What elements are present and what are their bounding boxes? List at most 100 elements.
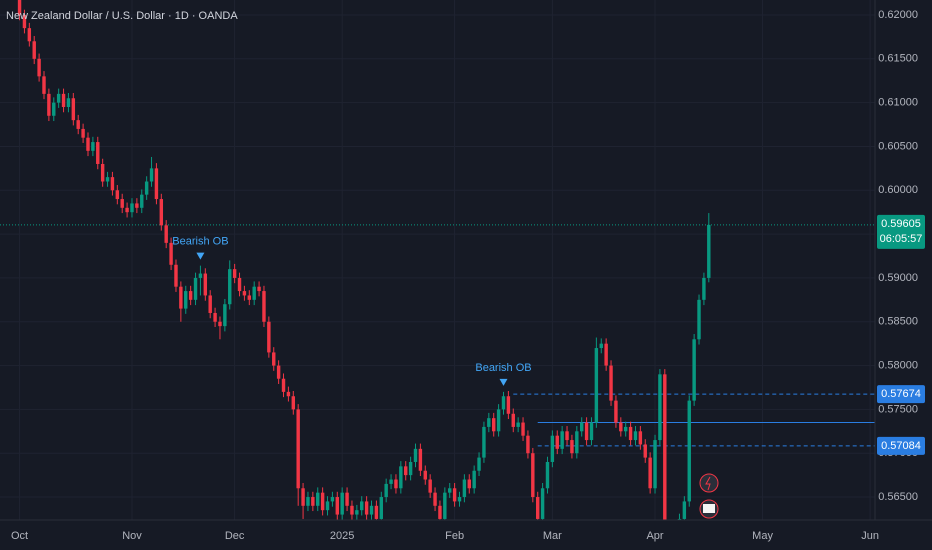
candle-body xyxy=(47,93,51,116)
candle-body xyxy=(252,286,256,300)
candle-body xyxy=(467,479,471,489)
candle-body xyxy=(399,466,403,489)
candle-body xyxy=(589,422,594,441)
candle-body xyxy=(540,488,545,519)
candle-body xyxy=(428,479,432,493)
candle-body xyxy=(516,422,520,427)
candle-body xyxy=(296,409,300,489)
candle-body xyxy=(144,181,149,195)
candle-body xyxy=(184,291,188,309)
candle-body xyxy=(550,435,555,462)
candle-body xyxy=(408,461,413,476)
candle-body xyxy=(130,203,134,213)
candle-body xyxy=(423,470,427,480)
candle-body xyxy=(487,418,491,427)
candle-body xyxy=(555,435,559,449)
candle-body xyxy=(506,396,511,414)
candle-body xyxy=(52,102,56,116)
event-icon[interactable] xyxy=(699,473,719,493)
candle-body xyxy=(374,505,379,519)
candle-body xyxy=(692,339,696,401)
candle-body xyxy=(66,98,71,108)
candle-body xyxy=(257,286,261,292)
candle-body xyxy=(452,488,457,502)
price-badge xyxy=(877,214,925,249)
candle-body xyxy=(17,0,22,15)
candle-body xyxy=(389,479,393,484)
candle-body xyxy=(276,365,281,379)
candle-body xyxy=(203,273,208,296)
candle-body xyxy=(702,277,706,300)
candle-body xyxy=(56,93,61,103)
candle-body xyxy=(208,295,212,313)
chart-title: New Zealand Dollar / U.S. Dollar · 1D · … xyxy=(6,10,238,22)
candle-body xyxy=(325,501,330,511)
y-tick-label: 0.61500 xyxy=(878,53,918,65)
price-badge-label: 0.59605 xyxy=(881,218,921,230)
annotation-marker xyxy=(499,378,508,386)
candle-body xyxy=(360,501,364,511)
candle-body xyxy=(335,497,340,515)
annotation-marker xyxy=(196,252,205,260)
y-tick-label: 0.58000 xyxy=(878,359,918,371)
candle-body xyxy=(482,426,486,458)
candle-body xyxy=(545,461,550,489)
candle-body xyxy=(364,501,369,515)
y-tick-label: 0.60500 xyxy=(878,140,918,152)
annotation-label: Bearish OB xyxy=(475,362,531,374)
x-tick-label: Apr xyxy=(646,530,663,542)
y-tick-label: 0.59000 xyxy=(878,272,918,284)
candle-body xyxy=(232,269,237,278)
candle-body xyxy=(394,479,398,489)
candle-body xyxy=(316,492,320,506)
candle-body xyxy=(462,479,467,498)
y-tick-label: 0.62000 xyxy=(878,9,918,21)
candle-body xyxy=(682,501,687,519)
x-tick-label: Feb xyxy=(445,530,464,542)
candle-body xyxy=(37,58,41,77)
candle-body xyxy=(193,277,198,300)
candle-body xyxy=(560,431,564,449)
candle-body xyxy=(188,291,193,300)
candle-body xyxy=(228,269,232,305)
candle-body xyxy=(658,374,662,441)
candle-body xyxy=(96,142,100,164)
candle-body xyxy=(91,142,95,151)
candle-body xyxy=(369,505,374,515)
candle-body xyxy=(42,76,46,94)
candle-body xyxy=(379,497,383,519)
flag-icon-glyph xyxy=(703,504,715,513)
event-icon-glyph xyxy=(705,476,711,491)
candle-body xyxy=(242,291,247,296)
y-tick-label: 0.57500 xyxy=(878,403,918,415)
candle-body xyxy=(623,426,628,432)
plot-area: Bearish OB Bearish OB xyxy=(0,0,875,520)
candle-body xyxy=(477,457,481,471)
candle-body xyxy=(697,299,701,340)
candle-body xyxy=(418,448,423,471)
candle-body xyxy=(120,199,124,208)
candle-body xyxy=(291,396,296,410)
candle-body xyxy=(32,41,36,59)
candle-body xyxy=(614,400,618,423)
candle-body xyxy=(164,225,168,243)
candle-body xyxy=(179,286,183,309)
candle-body xyxy=(521,422,525,436)
x-tick-label: Dec xyxy=(225,530,245,542)
candle-body xyxy=(267,321,271,353)
candle-body xyxy=(272,352,276,366)
candle-body xyxy=(76,120,80,129)
candle-body xyxy=(448,488,452,493)
candle-body xyxy=(535,497,540,519)
candle-body xyxy=(86,137,90,151)
candle-body xyxy=(633,431,638,441)
candle-body xyxy=(100,163,105,182)
level-badge-label: 0.57084 xyxy=(881,440,921,452)
candle-body xyxy=(169,242,173,265)
y-tick-label: 0.61000 xyxy=(878,97,918,109)
annotation-label: Bearish OB xyxy=(172,236,228,248)
candle-body xyxy=(154,168,159,200)
x-tick-label: Oct xyxy=(11,530,28,542)
